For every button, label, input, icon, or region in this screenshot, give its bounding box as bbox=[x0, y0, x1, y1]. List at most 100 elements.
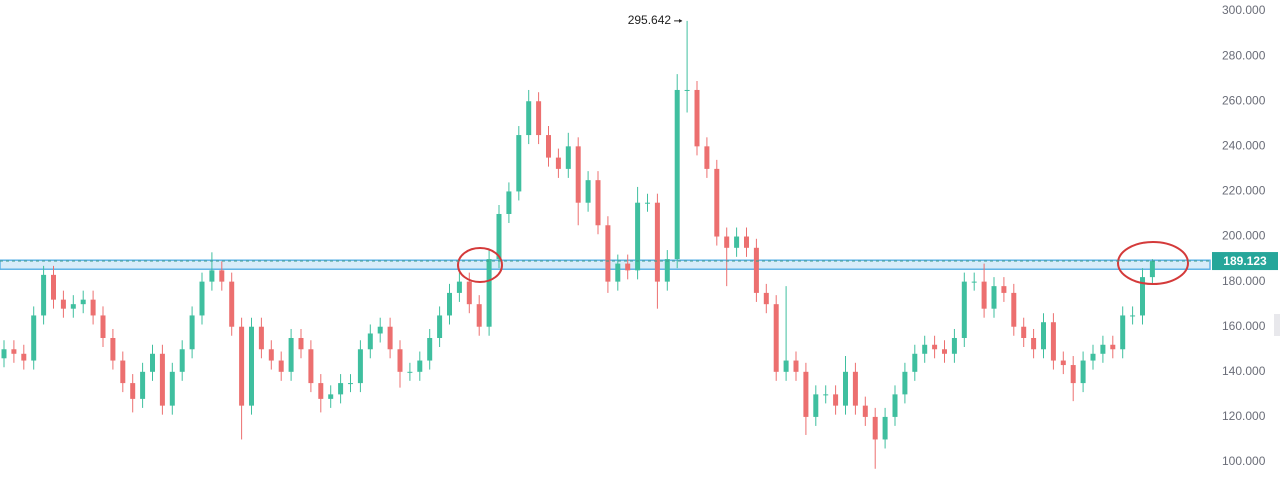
candle-body bbox=[813, 394, 819, 417]
candle-body bbox=[1070, 365, 1076, 384]
candle-body bbox=[744, 236, 749, 248]
y-tick-label: 200.000 bbox=[1222, 229, 1266, 243]
candle-body bbox=[288, 337, 294, 372]
candle-body bbox=[595, 180, 601, 226]
candle-body bbox=[169, 371, 175, 406]
candle-body bbox=[546, 135, 551, 158]
candle-body bbox=[1011, 292, 1017, 327]
candle-body bbox=[318, 383, 324, 399]
candle-body bbox=[466, 281, 472, 305]
y-tick-label: 240.000 bbox=[1222, 139, 1266, 153]
candle-body bbox=[575, 146, 581, 203]
candle-body bbox=[447, 292, 452, 316]
candle-body bbox=[1130, 315, 1136, 317]
candle-body bbox=[1100, 344, 1106, 354]
candle-body bbox=[654, 202, 660, 282]
candle-body bbox=[51, 274, 56, 300]
candle-body bbox=[773, 304, 779, 372]
candle-body bbox=[922, 344, 928, 354]
candle-body bbox=[1090, 353, 1096, 361]
candle-body bbox=[892, 394, 898, 417]
candle-body bbox=[130, 383, 136, 399]
candle-body bbox=[932, 344, 938, 350]
candle-body bbox=[763, 292, 769, 305]
candle-body bbox=[734, 236, 740, 248]
candle-body bbox=[397, 349, 403, 372]
candle-body bbox=[902, 371, 908, 395]
y-tick-label: 180.000 bbox=[1222, 274, 1266, 288]
candle-body bbox=[1120, 315, 1126, 350]
last-price-box bbox=[1212, 252, 1278, 271]
candle-body bbox=[605, 225, 611, 282]
candle-body bbox=[783, 360, 789, 372]
side-handle[interactable] bbox=[1274, 314, 1280, 336]
candle-body bbox=[100, 315, 106, 338]
candle-body bbox=[348, 383, 353, 385]
candle-body bbox=[41, 274, 47, 316]
candle-body bbox=[526, 101, 532, 136]
candle-body bbox=[90, 299, 96, 316]
y-tick-label: 160.000 bbox=[1222, 319, 1266, 333]
candle-body bbox=[308, 349, 314, 384]
last-price-label: 189.123 bbox=[1223, 254, 1267, 268]
high-marker-label: 295.642 bbox=[628, 13, 672, 27]
candle-body bbox=[694, 89, 700, 147]
candle-body bbox=[110, 337, 116, 361]
candle-body bbox=[268, 349, 274, 361]
candle-body bbox=[843, 371, 848, 406]
candle-body bbox=[1050, 322, 1056, 361]
candle-body bbox=[555, 157, 561, 169]
y-tick-label: 100.000 bbox=[1222, 454, 1266, 468]
candle-body bbox=[258, 326, 264, 350]
candle-body bbox=[704, 146, 710, 169]
candle-body bbox=[1080, 360, 1086, 384]
annotation-circle bbox=[457, 247, 503, 283]
candle-body bbox=[229, 281, 235, 327]
candle-body bbox=[664, 259, 670, 282]
candle-body bbox=[1031, 337, 1037, 350]
candle-body bbox=[833, 394, 839, 406]
candle-body bbox=[1110, 344, 1116, 350]
candle-body bbox=[249, 326, 254, 406]
candle-body bbox=[684, 89, 690, 91]
candle-body bbox=[219, 270, 225, 282]
candle-body bbox=[565, 146, 571, 169]
candle-body bbox=[536, 101, 542, 136]
candle-body bbox=[11, 349, 17, 354]
candle-body bbox=[912, 353, 918, 372]
candle-body bbox=[981, 281, 987, 309]
candle-body bbox=[189, 315, 195, 350]
candle-body bbox=[476, 304, 482, 327]
candle-body bbox=[991, 286, 997, 309]
candle-body bbox=[803, 371, 809, 417]
candle-body bbox=[367, 333, 373, 350]
candle-body bbox=[140, 371, 146, 399]
candle-body bbox=[496, 213, 502, 260]
candle-body bbox=[60, 299, 66, 309]
candle-body bbox=[120, 360, 126, 384]
candle-body bbox=[674, 89, 680, 260]
candle-body bbox=[882, 416, 888, 440]
candle-body bbox=[942, 349, 947, 354]
candle-body bbox=[179, 349, 185, 372]
candle-body bbox=[1041, 322, 1046, 350]
candle-body bbox=[427, 337, 433, 361]
high-marker-arrowhead bbox=[679, 18, 683, 23]
candle-body bbox=[338, 383, 344, 395]
price-zone bbox=[0, 259, 1211, 270]
candle-body bbox=[645, 202, 650, 204]
candle-body bbox=[872, 416, 878, 440]
candle-body bbox=[1021, 326, 1027, 338]
candle-body bbox=[417, 360, 423, 372]
candle-body bbox=[199, 281, 205, 316]
candle-body bbox=[852, 371, 858, 406]
candle-body bbox=[724, 236, 730, 248]
candle-body bbox=[1140, 277, 1145, 316]
candle-body bbox=[278, 360, 284, 372]
candle-body bbox=[159, 353, 165, 406]
candle-body bbox=[862, 405, 868, 417]
candle-body bbox=[486, 259, 492, 327]
candle-body bbox=[437, 315, 443, 338]
candle-body bbox=[585, 180, 591, 203]
